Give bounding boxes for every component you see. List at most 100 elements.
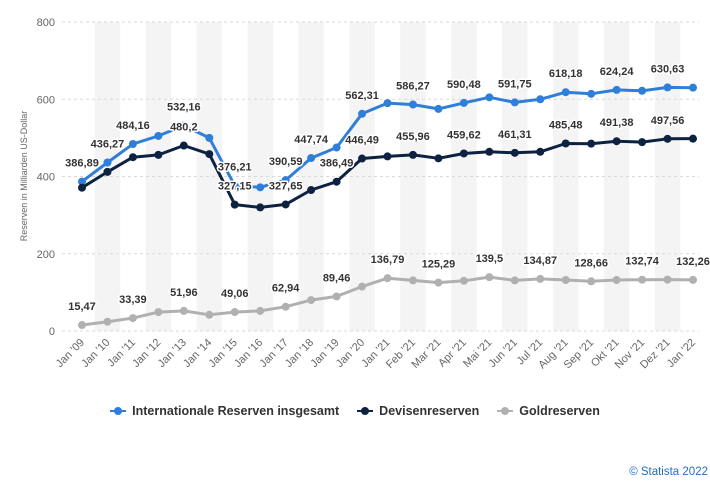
y-tick-label: 200 xyxy=(37,249,55,261)
y-axis-ticks: 0 200 400 600 800 xyxy=(37,17,55,338)
series-points xyxy=(78,83,697,330)
data-point xyxy=(205,310,214,319)
data-point xyxy=(230,200,239,209)
legend-item-foreign-exchange[interactable]: Devisenreserven xyxy=(357,404,479,418)
data-point xyxy=(663,134,672,143)
data-point xyxy=(78,177,86,186)
data-point xyxy=(459,276,468,285)
data-point xyxy=(434,154,443,163)
data-point xyxy=(434,278,443,287)
legend-label: Goldreserven xyxy=(519,404,600,418)
data-point xyxy=(179,141,188,150)
data-point xyxy=(383,274,392,283)
data-point xyxy=(154,308,163,317)
data-point xyxy=(383,152,392,161)
data-point xyxy=(663,275,672,284)
line-chart: 0 200 400 600 800 Reserven in Milliarden US-… xyxy=(19,17,710,372)
data-point xyxy=(307,296,316,305)
data-label: 562,31 xyxy=(345,90,379,102)
data-point xyxy=(408,150,417,159)
x-tick-label: Jan '10 xyxy=(79,337,112,370)
data-point xyxy=(154,150,163,159)
data-point xyxy=(587,139,596,148)
data-label: 459,62 xyxy=(447,129,481,141)
data-point xyxy=(434,104,443,113)
data-label: 128,66 xyxy=(574,257,608,269)
data-point xyxy=(78,321,86,330)
data-label: 327,15 xyxy=(218,181,252,193)
data-label: 532,16 xyxy=(167,101,201,113)
legend-label: Devisenreserven xyxy=(379,404,480,418)
data-point xyxy=(612,137,621,146)
data-label: 455,96 xyxy=(396,131,430,143)
data-point xyxy=(663,83,672,92)
data-label: 139,5 xyxy=(476,253,504,265)
data-label: 497,56 xyxy=(651,115,685,127)
data-label: 49,06 xyxy=(221,288,249,300)
data-label: 386,49 xyxy=(320,158,354,170)
data-point xyxy=(689,275,697,284)
data-point xyxy=(307,154,316,163)
data-label: 327,65 xyxy=(269,180,303,192)
data-label: 136,79 xyxy=(371,254,405,266)
data-point xyxy=(256,306,265,315)
data-point xyxy=(281,200,290,209)
data-point xyxy=(612,276,621,285)
data-point xyxy=(459,98,468,107)
statista-credit[interactable]: © Statista 2022 xyxy=(629,466,708,478)
data-point xyxy=(587,277,596,286)
data-labels: 386,89 436,27 484,16 532,16 376,21 390,59 447,… xyxy=(64,62,710,315)
data-point xyxy=(78,183,86,192)
data-label: 461,31 xyxy=(498,129,532,141)
y-tick-label: 600 xyxy=(37,94,55,106)
data-point xyxy=(510,98,519,107)
data-point xyxy=(561,276,570,285)
data-label: 376,21 xyxy=(218,162,252,174)
data-point xyxy=(561,139,570,148)
data-point xyxy=(179,306,188,315)
data-point xyxy=(256,183,265,192)
legend-item-total[interactable]: Internationale Reserven insgesamt xyxy=(110,404,339,418)
data-label: 446,49 xyxy=(345,135,379,147)
data-point xyxy=(536,147,545,156)
data-point xyxy=(408,276,417,285)
data-point xyxy=(332,143,341,152)
data-point xyxy=(358,282,367,291)
data-point xyxy=(103,158,112,167)
data-point xyxy=(638,275,647,284)
data-label: 447,74 xyxy=(294,134,329,146)
data-point xyxy=(103,317,112,326)
legend-item-gold[interactable]: Goldreserven xyxy=(497,404,600,418)
data-point xyxy=(510,276,519,285)
data-point xyxy=(332,177,341,186)
data-point xyxy=(689,134,697,143)
data-point xyxy=(638,138,647,147)
gridlines xyxy=(62,21,699,332)
data-label: 132,74 xyxy=(625,256,660,268)
data-label: 484,16 xyxy=(116,120,150,132)
data-point xyxy=(459,149,468,158)
data-point xyxy=(307,186,316,195)
data-point xyxy=(128,139,137,148)
data-label: 624,24 xyxy=(600,66,635,78)
data-point xyxy=(281,302,290,311)
y-axis-label: Reserven in Milliarden US-Dollar xyxy=(19,111,29,242)
data-point xyxy=(383,99,392,108)
data-label: 618,18 xyxy=(549,68,583,80)
data-label: 436,27 xyxy=(91,138,125,150)
y-tick-label: 400 xyxy=(37,172,55,184)
data-point xyxy=(103,167,112,176)
data-point xyxy=(128,314,137,323)
data-point xyxy=(358,109,367,118)
data-point xyxy=(510,148,519,157)
data-label: 586,27 xyxy=(396,81,430,93)
data-label: 390,59 xyxy=(269,156,303,168)
data-point xyxy=(536,95,545,104)
legend-marker-icon xyxy=(497,406,514,416)
data-point xyxy=(689,83,697,92)
data-point xyxy=(230,181,239,190)
data-point xyxy=(358,154,367,163)
legend-label: Internationale Reserven insgesamt xyxy=(132,404,340,418)
data-label: 33,39 xyxy=(119,294,147,306)
